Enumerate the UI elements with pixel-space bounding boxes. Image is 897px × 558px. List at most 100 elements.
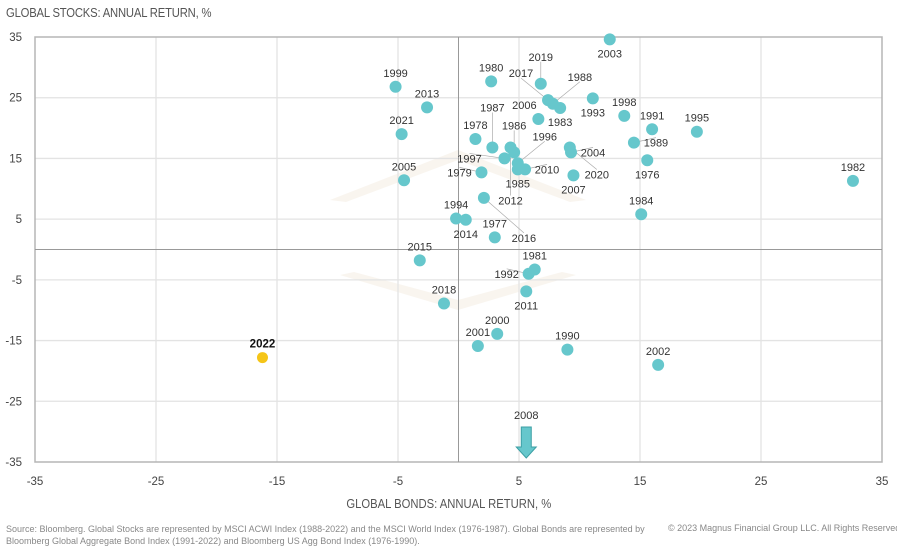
data-point [534, 77, 547, 90]
data-point [469, 133, 482, 145]
data-point [477, 191, 490, 204]
data-point [627, 136, 640, 149]
data-point [488, 231, 501, 244]
data-point [641, 154, 654, 167]
point-label: 1994 [444, 200, 468, 212]
point-label: 2020 [585, 170, 609, 182]
y-tick-label: 15 [9, 153, 22, 165]
point-label: 1976 [635, 169, 659, 181]
data-point [846, 174, 859, 187]
x-tick-label: 15 [634, 476, 647, 488]
watermark-roof-icon [330, 150, 586, 202]
point-label: 2006 [512, 100, 536, 112]
data-point [635, 208, 648, 221]
point-label: 1993 [581, 107, 605, 119]
point-label: 1999 [383, 68, 407, 80]
y-tick-label: -15 [5, 336, 22, 348]
point-label: 2021 [389, 115, 413, 127]
data-point [389, 80, 402, 93]
y-tick-label: 35 [9, 32, 22, 44]
data-point [504, 141, 517, 154]
point-label: 2011 [514, 300, 538, 312]
x-tick-label: 5 [516, 476, 522, 488]
point-label: 2010 [535, 164, 559, 176]
y-tick-label: 25 [9, 93, 22, 105]
point-label: 2008 [514, 410, 538, 422]
point-label: 1991 [640, 110, 664, 122]
data-point [256, 352, 268, 364]
x-tick-label: -35 [27, 476, 44, 488]
data-point [542, 94, 555, 107]
data-point [567, 169, 580, 182]
point-label: 2005 [392, 161, 416, 173]
point-label: 2014 [454, 229, 478, 241]
point-label: 2015 [408, 241, 432, 253]
point-label: 1984 [629, 195, 653, 207]
x-tick-label: -25 [148, 476, 165, 488]
point-label: 1986 [502, 120, 526, 132]
x-tick-label: -5 [393, 476, 403, 488]
point-label: 2002 [646, 346, 670, 358]
point-label: 1978 [463, 120, 487, 132]
data-point [618, 109, 631, 122]
point-label: 1977 [483, 218, 507, 230]
point-label: 1990 [555, 331, 579, 343]
point-label: 1985 [506, 178, 530, 190]
data-point [603, 33, 616, 46]
x-axis-title-text: GLOBAL BONDS: ANNUAL RETURN, % [346, 497, 551, 511]
data-point [398, 174, 411, 187]
y-tick-label: -35 [5, 457, 22, 469]
point-label: 2000 [485, 315, 509, 327]
tick-labels: -35 -25 -15 -5 5 15 25 35 35 25 15 5 -5 -15 -25 -35 [5, 32, 888, 488]
point-label: 1998 [612, 97, 636, 109]
axes [34, 36, 883, 463]
data-point [690, 125, 703, 138]
data-point [471, 340, 484, 353]
data-point [491, 327, 504, 340]
data-point [395, 128, 408, 141]
data-point [459, 213, 472, 226]
data-point [413, 254, 426, 267]
y-tick-label: -25 [5, 396, 22, 408]
point-label: 2019 [529, 52, 553, 64]
x-tick-label: 35 [876, 476, 889, 488]
data-point [486, 141, 499, 154]
y-tick-label: 5 [16, 214, 22, 226]
data-point [520, 285, 533, 298]
data-point [652, 358, 665, 371]
data-point [475, 166, 488, 179]
offscale-arrow-icon [515, 426, 538, 459]
data-point [563, 141, 576, 154]
point-label: 2018 [432, 285, 456, 297]
y-tick-label: -5 [12, 275, 22, 287]
point-label: 2017 [509, 68, 533, 80]
point-label: 1987 [480, 103, 504, 115]
data-point [437, 297, 450, 310]
point-label: 1983 [548, 117, 572, 129]
source-note: Source: Bloomberg. Global Stocks are rep… [6, 524, 645, 546]
point-label: 2001 [466, 327, 490, 339]
x-tick-label: -15 [269, 476, 286, 488]
point-labels: 2008 1976 1977 1978 1979 1980 1981 1982 1983 1984… [250, 48, 866, 422]
point-label: 2012 [498, 196, 522, 208]
x-axis-title: GLOBAL BONDS: ANNUAL RETURN, % [0, 497, 897, 511]
point-label: 2003 [598, 48, 622, 60]
point-label: 1989 [644, 138, 668, 150]
point-label: 1988 [568, 72, 592, 84]
point-label: 1997 [457, 153, 481, 165]
point-label: 1979 [447, 167, 471, 179]
scatter-chart: -35 -25 -15 -5 5 15 25 35 35 25 15 5 -5 -15 -25 -35 200… [5, 32, 888, 488]
x-tick-label: 25 [755, 476, 768, 488]
point-label: 1996 [533, 131, 557, 143]
data-point [450, 212, 463, 225]
data-point [519, 163, 532, 176]
point-label: 1992 [494, 269, 518, 281]
point-label: 1981 [522, 251, 546, 263]
point-label: 2013 [415, 88, 439, 100]
point-label: 2016 [512, 233, 536, 245]
data-point [485, 75, 498, 88]
point-label: 1982 [841, 162, 865, 174]
point-label: 2007 [561, 184, 585, 196]
data-point [421, 101, 434, 114]
data-point [532, 112, 545, 125]
